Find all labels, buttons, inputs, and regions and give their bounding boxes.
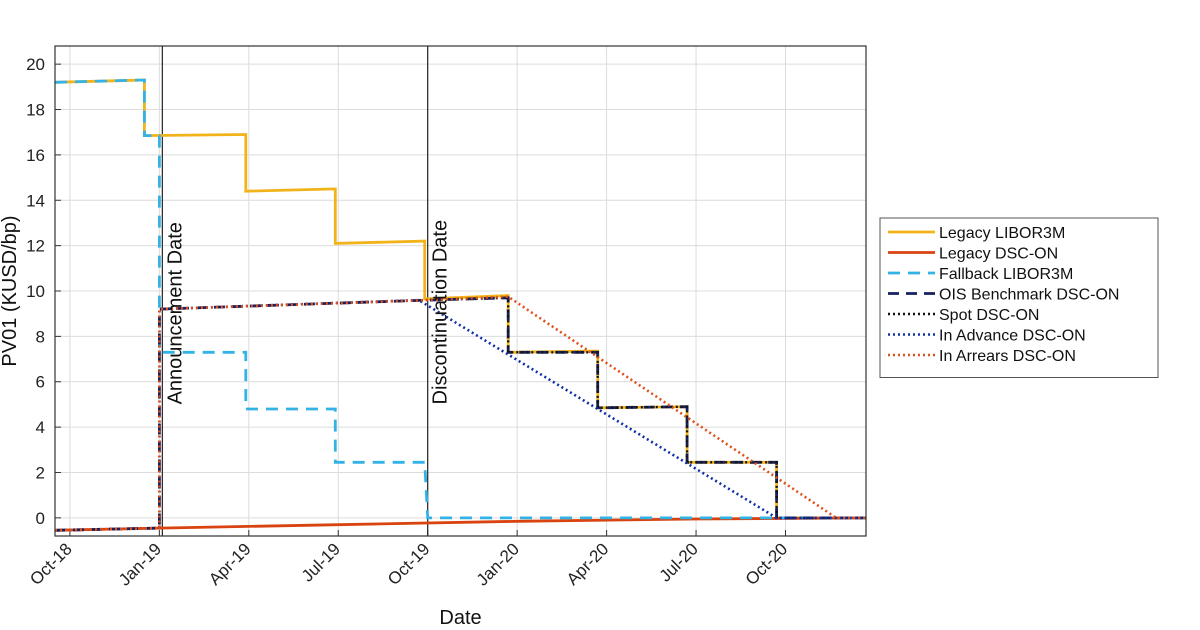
x-tick-label: Apr-19 (205, 539, 255, 589)
x-tick-label: Jan-20 (473, 539, 523, 589)
series-lines (54, 78, 867, 532)
legend-label: OIS Benchmark DSC-ON (939, 287, 1119, 304)
x-tick-label: Oct-19 (384, 539, 434, 589)
legend: Legacy LIBOR3M Legacy DSC-ON Fallback LIBO… (879, 217, 1159, 378)
legend-label: Legacy LIBOR3M (939, 225, 1065, 242)
series-line-6 (54, 298, 866, 532)
y-tick-label: 20 (26, 55, 45, 74)
series-line-3 (54, 78, 866, 520)
y-tick-label: 10 (26, 282, 45, 301)
y-tick-label: 6 (36, 373, 45, 392)
x-tick-label: Oct-18 (26, 539, 76, 589)
x-tick-label: Jul-20 (656, 539, 702, 585)
x-tick-label: Jul-19 (298, 539, 344, 585)
y-tick-label: 0 (36, 509, 45, 528)
y-tick-label: 16 (26, 146, 45, 165)
x-tick-labels: Oct-18 Jan-19 Apr-19 Jul-19 Oct-19 Jan-20 Apr-… (26, 539, 791, 589)
event-lines (161, 46, 429, 536)
x-axis-title: Date (439, 607, 481, 629)
y-axis-title: PV01 (KUSD/bp) (0, 215, 21, 366)
y-tick-labels: 0 2 4 6 8 10 12 14 16 18 20 (26, 55, 45, 528)
y-tick-label: 4 (36, 418, 45, 437)
x-tick-label: Jan-19 (115, 539, 165, 589)
legend-label: Legacy DSC-ON (939, 246, 1058, 263)
series-line-2 (54, 516, 867, 532)
legend-box (879, 217, 1159, 378)
series-line-5 (54, 296, 866, 532)
legend-label: In Advance DSC-ON (939, 328, 1086, 345)
event-label: Discontinuation Date (430, 220, 452, 405)
x-tick-label: Oct-20 (742, 539, 792, 589)
x-tick-label: Apr-20 (563, 539, 613, 589)
legend-label: In Arrears DSC-ON (939, 348, 1076, 365)
y-tick-label: 14 (26, 191, 45, 210)
plot-frame (54, 45, 867, 537)
event-labels: Announcement Date Discontinuation Date (164, 220, 451, 405)
event-label: Announcement Date (164, 222, 186, 404)
y-tick-label: 2 (36, 463, 45, 482)
legend-label: Spot DSC-ON (939, 307, 1039, 324)
y-tick-label: 12 (26, 237, 45, 256)
y-tick-label: 8 (36, 327, 45, 346)
y-tick-label: 18 (26, 101, 45, 120)
legend-label: Fallback LIBOR3M (939, 266, 1073, 283)
series-line-7 (54, 295, 866, 532)
